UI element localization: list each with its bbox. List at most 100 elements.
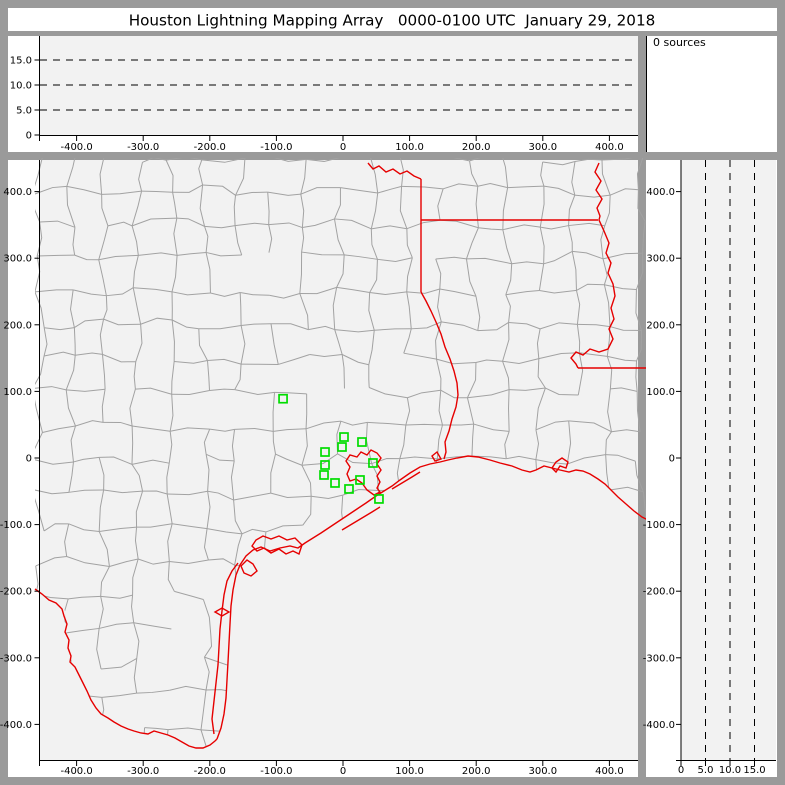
county-border-line [66,158,78,187]
station-marker [339,432,349,442]
ns-distance-tick-label: -200.0 [0,587,32,598]
county-border-line [167,490,208,496]
county-border-line [270,453,276,494]
ew-distance-tick-label: 200.0 [462,142,491,153]
county-border-line [604,284,637,291]
title-bar-bg [8,8,777,31]
county-border-line [131,595,135,623]
county-border-line [506,455,536,461]
ew-altitude-panel [8,36,638,152]
county-border-line [435,258,442,290]
county-border-line [166,463,170,495]
station-marker [337,442,347,452]
ew-distance-tick-label: 300.0 [528,766,557,777]
county-border-line [611,429,641,433]
county-border-line [204,225,236,229]
county-border-line [234,533,243,566]
county-border-line [107,221,133,227]
border-gulf-coastline [216,455,649,740]
county-border-line [566,420,572,465]
map-axes: 400.0 300.0 200.0 100.0 0 -100.0 -200.0 -300.0 -… [0,160,638,777]
county-border-line [602,252,643,260]
ns-distance-tick-label: 300.0 [646,254,675,265]
ew-distance-tick-label: 400.0 [595,766,624,777]
county-border-line [368,158,379,194]
ns-distance-tick-label: -100.0 [643,520,675,531]
county-border-line [377,257,413,263]
county-border-line [567,454,606,465]
county-border-line [636,391,641,432]
county-border-line [507,185,544,189]
county-border-line [502,361,510,390]
county-border-line [169,394,174,432]
county-border-line [171,255,178,292]
county-border-line [299,286,337,295]
county-border-line [65,355,76,391]
county-border-line [543,250,573,265]
county-border-line [576,283,605,291]
county-border-line [636,158,645,190]
county-border-line [65,627,100,634]
county-border-line [579,352,608,357]
county-border-line [75,352,103,356]
altitude-tick-label: 15.0 [10,56,32,67]
county-border-line [636,330,643,362]
county-border-line [129,388,136,427]
county-border-line [500,158,509,188]
ew-distance-tick-label: -200.0 [194,766,226,777]
county-border-line [475,296,481,331]
county-border-line [171,319,175,362]
ew-distance-tick-label: 0 [340,766,346,777]
county-border-line [74,254,99,261]
county-border-line [634,461,644,493]
county-border-line [170,427,210,432]
county-border-line [42,425,76,433]
county-border-line [133,658,138,694]
county-border-line [200,689,207,730]
county-border-line [100,594,133,599]
county-border-line [302,496,312,526]
county-border-line [341,354,369,366]
county-border-line [273,428,307,432]
county-border-line [436,358,476,365]
county-border-line [369,259,378,293]
county-border-line [572,250,604,260]
ew-distance-tick-label: -100.0 [260,142,292,153]
county-border-line [43,523,69,532]
county-border-line [99,526,137,533]
county-border-line [132,558,139,596]
county-border-line [301,453,338,466]
county-border-line [131,464,144,492]
county-border-line [165,159,174,193]
ns-distance-tick-label: 200.0 [3,320,32,331]
county-border-line [308,325,335,331]
ew-distance-tick-label: -200.0 [194,142,226,153]
county-border-line [299,293,309,330]
county-border-line [142,158,167,163]
county-border-line [300,194,305,228]
county-border-line [509,387,546,391]
county-border-line [336,286,370,294]
county-border-line [138,252,178,256]
county-border-line [240,325,246,365]
county-border-line [635,360,638,392]
county-border-line [301,251,345,256]
county-border-line [536,328,541,359]
county-border-line [605,454,636,462]
county-border-line [234,225,243,256]
county-border-line [202,184,236,196]
county-border-line [206,528,243,535]
county-border-line [131,217,177,227]
ew-distance-tick-label: 100.0 [395,142,424,153]
county-border-line [98,457,105,490]
county-border-line [435,359,442,391]
altitude-tick-label: 5.0 [698,765,714,776]
ns-distance-tick-label: -400.0 [643,720,675,731]
county-border-line [477,322,509,332]
county-border-line [568,222,605,227]
station-marker [320,447,330,457]
ns-distance-tick-label: -300.0 [0,653,32,664]
county-border-line [209,388,235,392]
ew-distance-tick-label: -400.0 [60,142,92,153]
county-border-line [35,185,67,196]
